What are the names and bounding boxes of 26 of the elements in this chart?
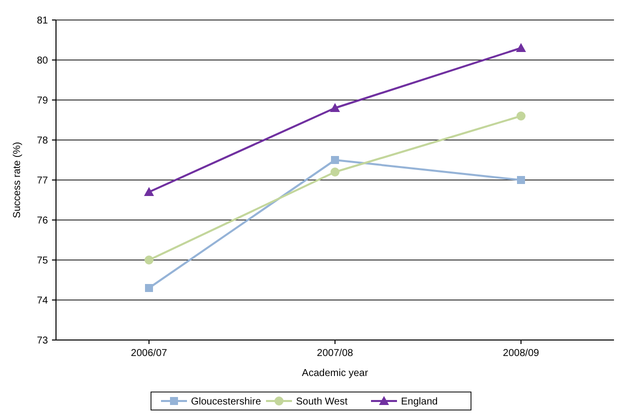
y-tick-label: 77 [36, 176, 48, 186]
y-tick-label: 79 [36, 96, 48, 106]
point [144, 256, 154, 264]
y-tick-label: 76 [36, 216, 48, 226]
y-tick-label: 81 [36, 16, 48, 26]
x-tick-label: 2007/08 [316, 348, 354, 359]
y-axis-title: Success rate (%) [12, 142, 23, 218]
legend-label: England [401, 396, 438, 408]
y-tick-label: 73 [36, 336, 48, 346]
point [144, 187, 154, 196]
point [330, 168, 340, 176]
y-tick-label: 80 [36, 56, 48, 66]
point [330, 103, 340, 112]
y-tick-label: 75 [36, 256, 48, 266]
point [516, 43, 526, 52]
x-axis-title: Academic year [302, 368, 369, 379]
point [517, 176, 525, 184]
x-tick-label: 2008/09 [502, 348, 540, 359]
legend-label: South West [296, 396, 348, 408]
legend-label: Gloucestershire [191, 396, 262, 408]
y-tick-label: 78 [36, 136, 48, 146]
y-tick-label: 74 [36, 296, 48, 306]
x-tick-label: 2006/07 [130, 348, 168, 359]
point [145, 284, 153, 292]
point [331, 156, 339, 164]
point [516, 112, 526, 120]
